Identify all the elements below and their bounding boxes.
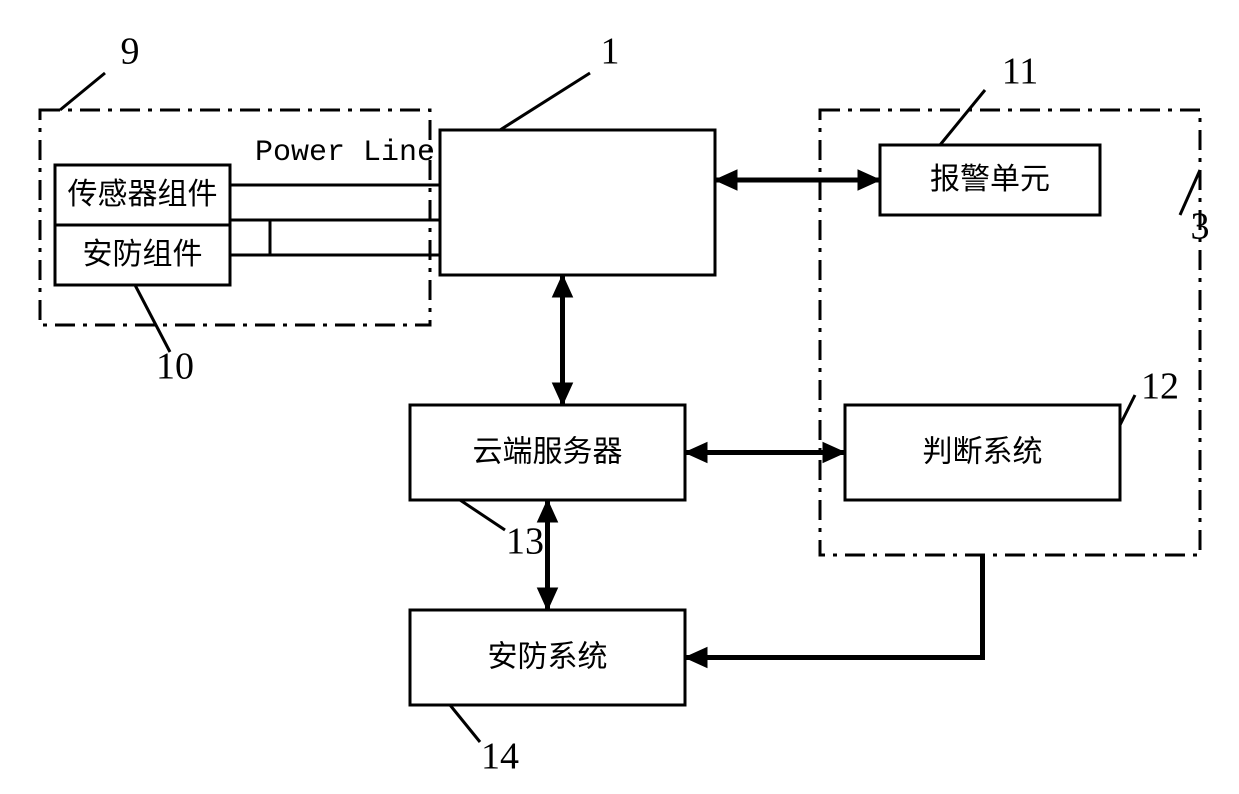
label-power-line: Power Line: [255, 136, 435, 170]
callout-11: 11: [1002, 51, 1039, 93]
label-judge: 判断系统: [923, 435, 1043, 468]
label-security-system: 安防系统: [488, 640, 608, 673]
label-alarm: 报警单元: [930, 163, 1050, 196]
power-line-connectors: [230, 185, 440, 255]
block-diagram: 传感器组件 安防组件 报警单元 云端服务器 判断系统 安防系统 Power Li…: [0, 0, 1239, 794]
label-sensor: 传感器组件: [68, 178, 218, 211]
callout-13: 13: [506, 521, 544, 563]
label-cloud: 云端服务器: [473, 435, 623, 468]
callout-14: 14: [481, 736, 519, 778]
callout-10: 10: [156, 346, 194, 388]
box-hub: [440, 130, 715, 275]
callout-9: 9: [121, 31, 140, 73]
connectors: [538, 170, 983, 668]
label-security: 安防组件: [83, 238, 203, 271]
callout-3: 3: [1191, 206, 1210, 248]
callout-1: 1: [601, 31, 620, 73]
callout-12: 12: [1141, 366, 1179, 408]
